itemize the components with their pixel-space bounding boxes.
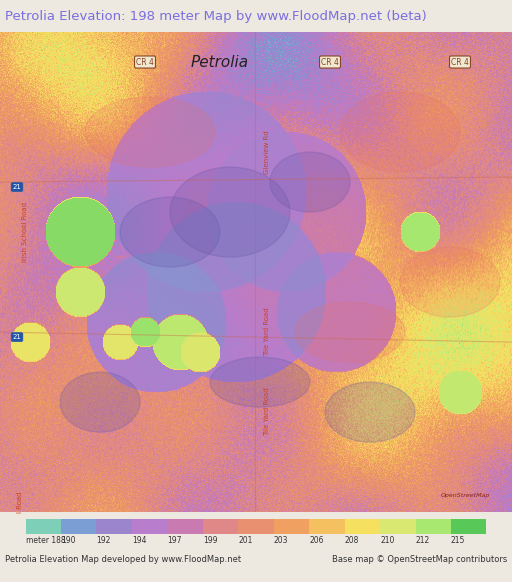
Ellipse shape: [270, 152, 350, 212]
Text: CR 4: CR 4: [136, 58, 154, 66]
FancyBboxPatch shape: [451, 519, 486, 534]
Text: Glenview Rd: Glenview Rd: [264, 130, 270, 174]
Text: Petrolia: Petrolia: [191, 55, 249, 70]
Text: Petrolia Elevation Map developed by www.FloodMap.net: Petrolia Elevation Map developed by www.…: [5, 555, 241, 564]
Ellipse shape: [295, 302, 405, 362]
Text: Petrolia Elevation: 198 meter Map by www.FloodMap.net (beta): Petrolia Elevation: 198 meter Map by www…: [5, 9, 427, 23]
Text: 194: 194: [132, 537, 146, 545]
FancyBboxPatch shape: [238, 519, 274, 534]
Text: l Road: l Road: [17, 491, 23, 513]
Text: Base map © OpenStreetMap contributors: Base map © OpenStreetMap contributors: [332, 555, 507, 564]
Text: 203: 203: [274, 537, 288, 545]
Text: 212: 212: [416, 537, 430, 545]
FancyBboxPatch shape: [416, 519, 451, 534]
Ellipse shape: [120, 197, 220, 267]
Text: Tile Yard Road: Tile Yard Road: [264, 388, 270, 436]
Text: 206: 206: [309, 537, 324, 545]
FancyBboxPatch shape: [203, 519, 238, 534]
Text: Irish School Road: Irish School Road: [22, 202, 28, 262]
Text: 201: 201: [238, 537, 252, 545]
Text: CR 4: CR 4: [321, 58, 339, 66]
Text: 208: 208: [345, 537, 359, 545]
Ellipse shape: [210, 357, 310, 407]
FancyBboxPatch shape: [309, 519, 345, 534]
Ellipse shape: [325, 382, 415, 442]
Text: 210: 210: [380, 537, 394, 545]
Ellipse shape: [400, 247, 500, 317]
FancyBboxPatch shape: [274, 519, 309, 534]
Text: 190: 190: [61, 537, 76, 545]
Text: 21: 21: [13, 334, 22, 340]
Text: meter 188: meter 188: [26, 537, 65, 545]
Text: 199: 199: [203, 537, 217, 545]
FancyBboxPatch shape: [61, 519, 96, 534]
FancyBboxPatch shape: [26, 519, 61, 534]
Ellipse shape: [170, 167, 290, 257]
Ellipse shape: [85, 97, 215, 167]
Text: 192: 192: [96, 537, 111, 545]
FancyBboxPatch shape: [167, 519, 203, 534]
Text: OpenStreetMap: OpenStreetMap: [441, 493, 490, 498]
FancyBboxPatch shape: [132, 519, 167, 534]
Text: 215: 215: [451, 537, 465, 545]
Ellipse shape: [60, 372, 140, 432]
Text: 197: 197: [167, 537, 182, 545]
Text: Tile Yard Road: Tile Yard Road: [264, 308, 270, 356]
FancyBboxPatch shape: [380, 519, 416, 534]
FancyBboxPatch shape: [96, 519, 132, 534]
Ellipse shape: [340, 92, 460, 172]
Text: 21: 21: [13, 184, 22, 190]
Text: CR 4: CR 4: [451, 58, 469, 66]
FancyBboxPatch shape: [345, 519, 380, 534]
